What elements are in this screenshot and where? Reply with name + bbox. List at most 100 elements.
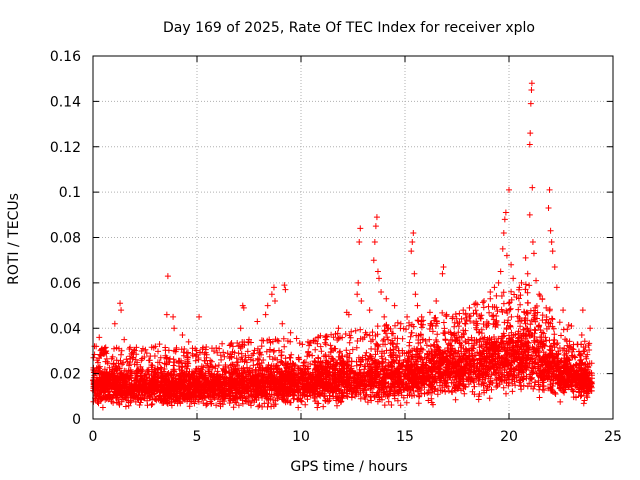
data-point: [418, 313, 425, 320]
data-point: [264, 302, 271, 309]
chart-title: Day 169 of 2025, Rate Of TEC Index for r…: [163, 20, 535, 36]
data-point: [439, 270, 446, 277]
data-point: [370, 257, 377, 264]
data-point: [503, 252, 510, 259]
data-point: [171, 325, 178, 332]
data-point: [335, 325, 342, 332]
data-point: [449, 313, 456, 320]
data-point: [185, 338, 192, 345]
data-point: [527, 130, 534, 137]
y-tick-label: 0.08: [50, 231, 81, 247]
data-point: [411, 270, 418, 277]
data-point: [516, 284, 523, 291]
data-point: [460, 307, 467, 314]
y-tick-label: 0.02: [50, 367, 81, 383]
data-point: [374, 268, 381, 275]
data-point: [357, 225, 364, 232]
data-point: [240, 304, 247, 311]
data-point: [362, 329, 369, 336]
data-point: [526, 141, 533, 148]
data-point: [409, 239, 416, 246]
data-point: [526, 211, 533, 218]
axis-ticks: [92, 55, 614, 420]
data-point: [487, 288, 494, 295]
data-point: [408, 248, 415, 255]
data-point: [322, 336, 329, 343]
data-points: [90, 80, 595, 411]
data-point: [156, 341, 163, 348]
data-point: [551, 263, 558, 270]
data-point: [579, 307, 586, 314]
y-tick-label: 0.06: [50, 276, 81, 292]
data-point: [502, 209, 509, 216]
data-point: [383, 295, 390, 302]
data-point: [111, 320, 118, 327]
data-point: [568, 322, 575, 329]
data-point: [93, 343, 100, 350]
data-point: [281, 282, 288, 289]
x-tick-labels: 0 5 10 15 20 25: [89, 429, 622, 445]
data-point: [385, 325, 392, 332]
data-point: [548, 239, 555, 246]
data-point: [118, 307, 125, 314]
data-point: [524, 270, 531, 277]
data-point: [372, 223, 379, 230]
data-point: [529, 239, 536, 246]
x-tick-label: 0: [89, 429, 98, 445]
data-point: [404, 313, 411, 320]
x-tick-label: 25: [604, 429, 622, 445]
data-point: [440, 263, 447, 270]
data-point: [497, 268, 504, 275]
data-point: [433, 298, 440, 305]
data-point: [254, 318, 261, 325]
data-point: [100, 350, 107, 357]
data-point: [287, 329, 294, 336]
data-point: [356, 239, 363, 246]
data-point: [499, 245, 506, 252]
data-point: [522, 254, 529, 261]
data-point: [528, 87, 535, 94]
data-point: [117, 300, 124, 307]
data-point: [530, 250, 537, 257]
data-point: [508, 261, 515, 268]
data-point: [397, 320, 404, 327]
data-point: [547, 227, 554, 234]
x-tick-label: 10: [292, 429, 310, 445]
y-tick-label: 0.04: [50, 321, 81, 337]
data-point: [246, 336, 252, 343]
data-point: [354, 291, 361, 298]
data-point: [481, 298, 488, 305]
data-point: [139, 345, 146, 352]
data-point: [472, 300, 479, 307]
data-point: [121, 336, 128, 343]
data-point: [491, 284, 498, 291]
y-tick-label: 0.1: [59, 185, 81, 201]
data-point: [533, 277, 540, 284]
data-point: [495, 279, 502, 286]
data-point: [268, 291, 275, 298]
data-point: [529, 184, 536, 191]
data-point: [262, 311, 269, 318]
y-tick-labels: 0 0.02 0.04 0.06 0.08 0.1 0.12 0.14 0.16: [50, 49, 81, 428]
data-point: [536, 291, 543, 298]
data-point: [587, 325, 594, 332]
data-point: [96, 334, 103, 341]
data-point: [391, 302, 398, 309]
data-point: [371, 239, 378, 246]
data-point: [518, 279, 525, 286]
data-point: [549, 248, 556, 255]
data-point: [381, 313, 388, 320]
data-point: [355, 279, 362, 286]
x-axis-label: GPS time / hours: [290, 459, 407, 475]
data-point: [560, 307, 567, 314]
data-point: [546, 186, 553, 193]
data-point: [366, 307, 373, 314]
data-point: [179, 332, 186, 339]
y-tick-label: 0: [72, 412, 81, 428]
data-point: [578, 332, 585, 339]
data-point: [510, 275, 517, 282]
data-point: [152, 343, 159, 350]
data-point: [443, 311, 450, 318]
y-tick-label: 0.12: [50, 140, 81, 156]
